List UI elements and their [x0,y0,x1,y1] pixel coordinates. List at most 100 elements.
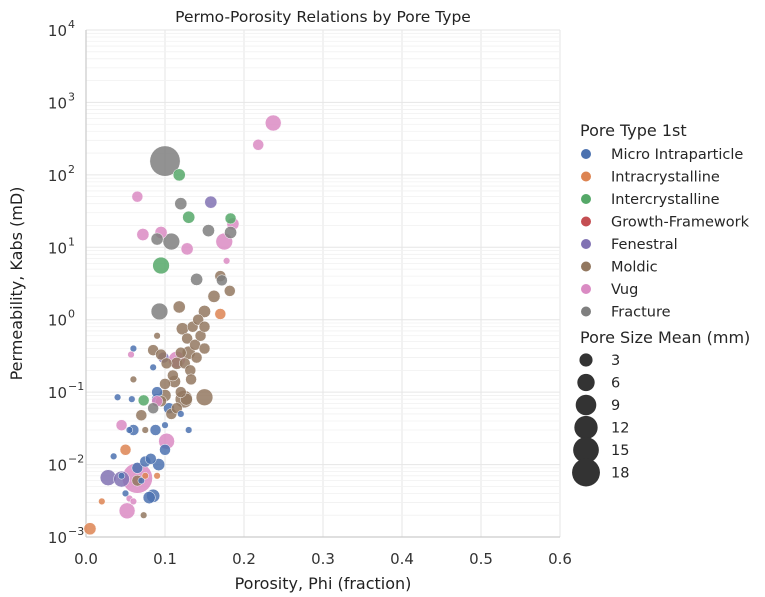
data-point-moldic [160,357,173,370]
data-point-micro-intraparticle [159,444,171,456]
data-point-intracrystalline [214,308,227,320]
data-point-micro-intraparticle [145,453,157,465]
data-point-moldic [140,511,148,519]
data-point-vug [252,139,264,151]
data-point-intracrystalline [141,472,149,480]
data-point-vug [127,350,135,359]
legend-label: Intracrystalline [611,170,720,186]
x-tick-label: 0.6 [548,550,572,568]
data-point-micro-intraparticle [121,489,130,497]
legend-hue-title: Pore Type 1st [580,121,687,140]
legend-size-marker [572,458,600,487]
data-points [83,114,282,536]
axes [85,30,560,538]
y-tick-label: 10 [48,529,67,547]
data-point-intercrystalline [224,212,237,225]
x-tick-label: 0.4 [390,550,414,568]
legend-marker [581,171,591,182]
data-point-vug [180,242,194,256]
x-tick-label: 0.5 [469,550,493,568]
legend-label: Moldic [611,260,658,276]
data-point-intracrystalline [153,472,161,480]
data-point-micro-intraparticle [185,426,193,434]
y-tick-exponent: −1 [68,380,84,393]
legend-size-label: 18 [611,466,629,482]
data-point-micro-intraparticle [125,426,134,434]
legend-size-marker [577,373,595,392]
data-point-fracture [150,232,164,246]
data-point-moldic [135,409,148,421]
data-point-moldic [141,426,149,434]
data-point-moldic [175,386,187,398]
legend-label: Fracture [611,305,671,321]
y-tick-label: 10 [48,22,67,40]
data-point-intercrystalline [137,394,150,407]
data-point-fracture [149,145,181,177]
y-tick-exponent: 1 [68,235,75,248]
legend-size-marker [573,437,599,463]
data-point-micro-intraparticle [149,424,162,436]
y-tick-exponent: 4 [68,18,75,31]
data-point-moldic [159,378,171,390]
data-point-moldic [198,342,211,355]
data-point-moldic [224,285,236,297]
x-tick-label: 0.1 [153,550,177,568]
legend-size-label: 9 [611,398,620,414]
data-point-moldic [172,300,186,314]
legend-size-marker [579,353,593,367]
legend-marker [581,261,591,272]
legend-label: Micro Intraparticle [611,147,743,163]
data-point-vug [264,114,282,132]
data-point-fracture [190,273,203,286]
legend-size-title: Pore Size Mean (mm) [580,328,750,347]
legend-size-label: 15 [611,443,629,459]
data-point-fracture [174,197,188,211]
data-point-moldic [190,351,203,364]
legend-size-items: 3 6 9 12 15 18 [572,353,629,487]
data-point-micro-intraparticle [110,452,118,460]
data-point-fracture [150,302,169,321]
data-point-intracrystalline [119,444,132,456]
data-point-micro-intraparticle [177,410,185,418]
data-point-vug [118,502,136,520]
data-point-moldic [207,290,221,303]
y-tick-label: 10 [48,239,67,257]
data-point-moldic [198,320,211,333]
x-tick-label: 0.2 [232,550,256,568]
legend-size-marker [574,415,598,440]
x-tick-label: 0.3 [311,550,335,568]
data-point-fracture [216,274,228,287]
legend-label: Vug [611,282,638,298]
legend-marker [581,149,591,159]
data-point-micro-intraparticle [142,491,156,504]
data-point-intercrystalline [182,210,196,224]
data-point-moldic [155,348,167,361]
data-point-moldic [175,346,187,359]
data-point-moldic [185,373,197,386]
y-tick-label: 10 [48,312,67,330]
data-point-fracture [224,226,237,239]
data-point-intracrystalline [83,522,97,536]
data-point-moldic [198,305,211,318]
data-point-vug [129,497,138,506]
data-point-micro-intraparticle [128,395,136,403]
data-point-intracrystalline [98,497,106,506]
data-point-intercrystalline [152,256,170,275]
legend-marker [581,284,591,294]
y-tick-exponent: 0 [68,308,75,321]
tick-labels: 0.0 0.1 0.2 0.3 0.4 0.5 0.610 −310 −210 −110 010 11… [48,18,572,568]
y-tick-label: 10 [48,384,67,402]
data-point-micro-intraparticle [149,363,157,371]
data-point-micro-intraparticle [161,421,169,429]
data-point-fracture [202,224,215,237]
x-axis-label: Porosity, Phi (fraction) [235,574,412,593]
data-point-fenestral [204,195,218,209]
legend-size-label: 12 [611,421,629,437]
data-point-moldic [129,375,138,383]
data-point-fracture [147,402,159,414]
legend-marker [581,306,591,317]
data-point-vug [131,190,144,203]
y-tick-exponent: 3 [68,90,75,103]
y-axis-label: Permeability, Kabs (mD) [7,187,26,381]
data-point-vug [223,257,231,265]
